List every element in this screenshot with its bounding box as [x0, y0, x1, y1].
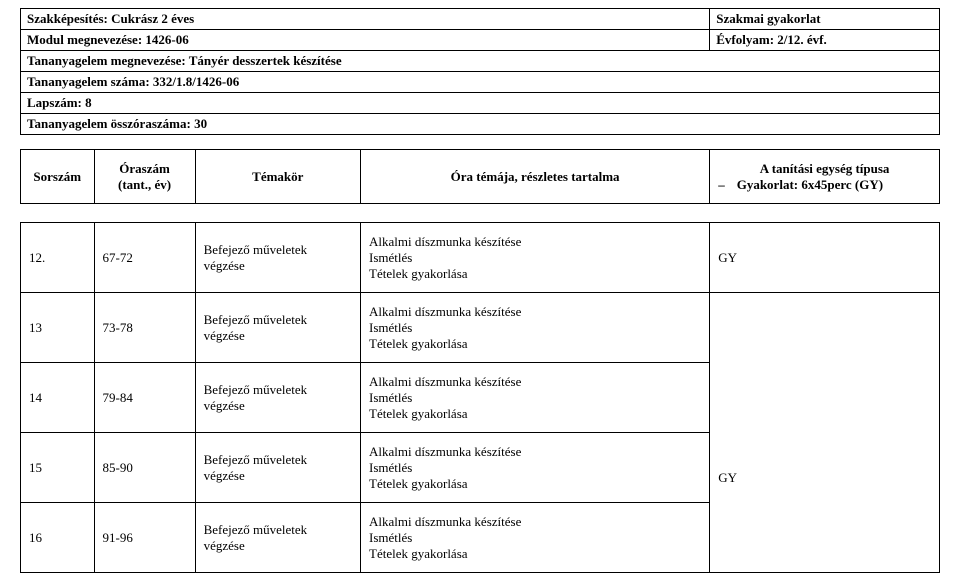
cell-range: 79-84 [94, 363, 195, 433]
col-temakor: Témakör [195, 150, 360, 204]
cell-num: 16 [21, 503, 95, 573]
meta-left-1: Modul megnevezése: 1426-06 [21, 30, 710, 51]
meta-left-2: Tananyagelem megnevezése: Tányér desszer… [21, 51, 940, 72]
cell-content: Alkalmi díszmunka készítése Ismétlés Tét… [361, 293, 710, 363]
topic-sub: végzése [204, 398, 245, 413]
cell-range: 91-96 [94, 503, 195, 573]
cell-content: Alkalmi díszmunka készítése Ismétlés Tét… [361, 503, 710, 573]
meta-left-5: Tananyagelem összóraszáma: 30 [21, 114, 940, 135]
topic-title: Befejező műveletek [204, 522, 308, 537]
cell-gy: GY [710, 223, 940, 293]
meta-left-0: Szakképesítés: Cukrász 2 éves [21, 9, 710, 30]
table-row: 12. 67-72 Befejező műveletek végzése Alk… [21, 223, 940, 293]
cell-topic: Befejező műveletek végzése [195, 503, 360, 573]
content-l1: Alkalmi díszmunka készítése [369, 304, 521, 319]
content-l2: Ismétlés [369, 250, 412, 265]
content-l1: Alkalmi díszmunka készítése [369, 444, 521, 459]
col-tipus-l1: A tanítási egység típusa [760, 161, 890, 176]
topic-title: Befejező műveletek [204, 452, 308, 467]
column-header: Sorszám Óraszám (tant., év) Témakör Óra … [20, 149, 940, 204]
topic-sub: végzése [204, 468, 245, 483]
meta-left-4: Lapszám: 8 [21, 93, 940, 114]
cell-num: 14 [21, 363, 95, 433]
col-tema: Óra témája, részletes tartalma [361, 150, 710, 204]
cell-range: 85-90 [94, 433, 195, 503]
gy-label: GY [718, 470, 737, 485]
meta-right-1: Évfolyam: 2/12. évf. [710, 30, 940, 51]
cell-range: 73-78 [94, 293, 195, 363]
cell-topic: Befejező műveletek végzése [195, 293, 360, 363]
meta-right-0: Szakmai gyakorlat [710, 9, 940, 30]
cell-topic: Befejező műveletek végzése [195, 433, 360, 503]
cell-content: Alkalmi díszmunka készítése Ismétlés Tét… [361, 223, 710, 293]
cell-range: 67-72 [94, 223, 195, 293]
cell-topic: Befejező műveletek végzése [195, 223, 360, 293]
cell-gy-merged: GY [710, 293, 940, 573]
cell-topic: Befejező műveletek végzése [195, 363, 360, 433]
content-l2: Ismétlés [369, 320, 412, 335]
lesson-table: 12. 67-72 Befejező műveletek végzése Alk… [20, 222, 940, 573]
col-tipus: A tanítási egység típusa –Gyakorlat: 6x4… [710, 150, 940, 204]
content-l3: Tételek gyakorlása [369, 266, 468, 281]
meta-left-3: Tananyagelem száma: 332/1.8/1426-06 [21, 72, 940, 93]
dash-icon: – [718, 177, 725, 192]
content-l1: Alkalmi díszmunka készítése [369, 374, 521, 389]
content-l2: Ismétlés [369, 460, 412, 475]
content-l3: Tételek gyakorlása [369, 476, 468, 491]
topic-sub: végzése [204, 258, 245, 273]
col-tipus-l2: Gyakorlat: 6x45perc (GY) [737, 177, 883, 192]
cell-content: Alkalmi díszmunka készítése Ismétlés Tét… [361, 433, 710, 503]
col-oraszam: Óraszám (tant., év) [94, 150, 195, 204]
cell-content: Alkalmi díszmunka készítése Ismétlés Tét… [361, 363, 710, 433]
content-l2: Ismétlés [369, 390, 412, 405]
metadata-header: Szakképesítés: Cukrász 2 éves Szakmai gy… [20, 8, 940, 135]
table-row: 13 73-78 Befejező műveletek végzése Alka… [21, 293, 940, 363]
topic-title: Befejező műveletek [204, 312, 308, 327]
topic-sub: végzése [204, 328, 245, 343]
cell-num: 13 [21, 293, 95, 363]
content-l3: Tételek gyakorlása [369, 546, 468, 561]
cell-num: 15 [21, 433, 95, 503]
content-l2: Ismétlés [369, 530, 412, 545]
topic-title: Befejező műveletek [204, 242, 308, 257]
cell-num: 12. [21, 223, 95, 293]
col-oraszam-l1: Óraszám [119, 161, 170, 176]
topic-title: Befejező műveletek [204, 382, 308, 397]
content-l3: Tételek gyakorlása [369, 336, 468, 351]
col-oraszam-l2: (tant., év) [118, 177, 171, 192]
content-l1: Alkalmi díszmunka készítése [369, 234, 521, 249]
content-l3: Tételek gyakorlása [369, 406, 468, 421]
content-l1: Alkalmi díszmunka készítése [369, 514, 521, 529]
topic-sub: végzése [204, 538, 245, 553]
col-sorszam: Sorszám [21, 150, 95, 204]
